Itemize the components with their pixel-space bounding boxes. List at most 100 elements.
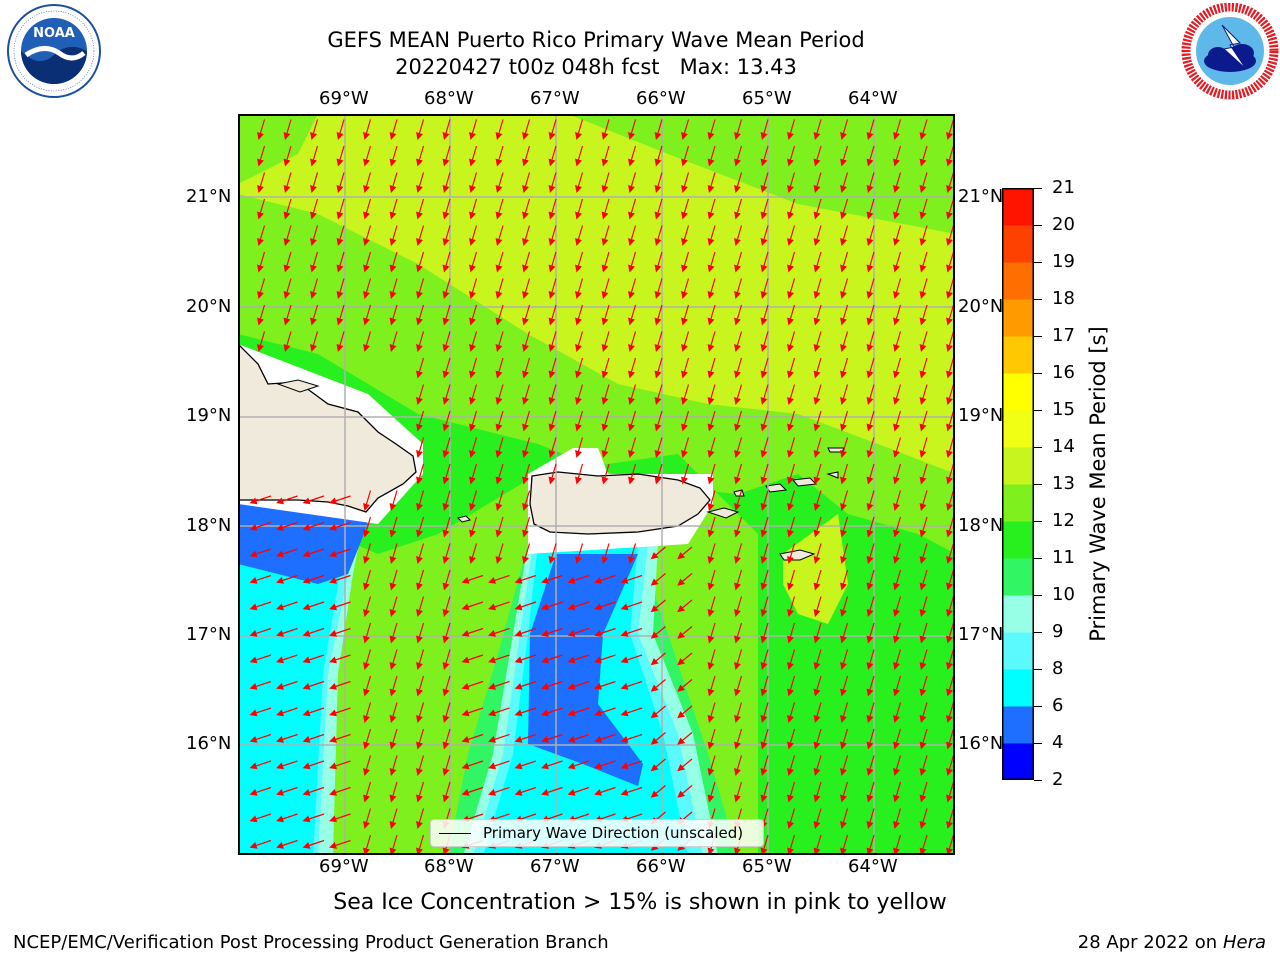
wave-arrow — [707, 622, 716, 644]
wave-arrow — [893, 702, 902, 723]
colorbar-tick-label: 17 — [1052, 325, 1075, 346]
wave-arrow — [760, 728, 769, 750]
wave-arrow — [840, 702, 849, 723]
wave-arrow — [495, 119, 504, 140]
colorbar-swatch — [1002, 447, 1034, 485]
wave-arrow — [628, 119, 637, 140]
wave-arrow — [548, 463, 557, 485]
wave-arrow — [681, 172, 690, 193]
wave-arrow — [787, 357, 796, 379]
wave-arrow — [442, 463, 451, 485]
sea-ice-caption: Sea Ice Concentration > 15% is shown in … — [333, 890, 947, 915]
wave-arrow — [734, 410, 743, 432]
colorbar-tick-label: 15 — [1052, 399, 1075, 420]
colorbar-tick-label: 9 — [1052, 621, 1064, 642]
wave-arrow — [442, 702, 451, 723]
wave-arrow — [514, 654, 537, 664]
wave-arrow — [919, 569, 928, 591]
wave-arrow — [601, 463, 610, 485]
wave-arrow — [257, 331, 266, 352]
wave-arrow — [416, 198, 425, 220]
colorbar-swatch — [1002, 262, 1034, 300]
wave-arrow — [594, 601, 616, 611]
wave-arrow — [734, 728, 743, 750]
wave-arrow — [276, 760, 298, 770]
wave-arrow — [469, 304, 478, 326]
wave-arrow — [257, 304, 266, 326]
wave-arrow — [840, 410, 849, 432]
wave-arrow — [302, 548, 325, 558]
wave-arrow — [893, 331, 902, 352]
wave-arrow — [813, 596, 822, 617]
wave-arrow — [707, 304, 716, 326]
wave-arrow — [514, 760, 537, 770]
wave-arrow — [840, 304, 849, 326]
wave-arrow — [283, 225, 292, 246]
wave-arrow — [840, 781, 849, 803]
wave-arrow — [893, 808, 902, 829]
wave-arrow — [329, 813, 351, 823]
wave-arrow — [677, 573, 693, 586]
wave-arrow — [893, 781, 902, 803]
wave-arrow — [813, 384, 822, 405]
wave-arrow — [840, 145, 849, 167]
wave-arrow — [840, 278, 849, 299]
footer-machine: Hera — [1222, 932, 1266, 953]
lon-label: 68°W — [424, 856, 474, 877]
wave-arrow — [336, 198, 345, 220]
wave-arrow — [495, 410, 504, 432]
wave-arrow — [620, 760, 643, 770]
wave-arrow — [522, 251, 531, 273]
wave-arrow — [416, 543, 425, 564]
wave-arrow — [442, 622, 451, 644]
wave-arrow — [548, 198, 557, 220]
wave-arrow — [866, 728, 875, 750]
wave-arrow — [946, 225, 954, 246]
wave-arrow — [866, 543, 875, 564]
wave-arrow — [919, 198, 928, 220]
colorbar-swatch — [1002, 743, 1034, 781]
lon-label: 69°W — [319, 856, 369, 877]
wave-arrow — [495, 198, 504, 220]
wave-arrow — [628, 198, 637, 220]
wave-arrow — [495, 145, 504, 167]
wave-arrow — [514, 680, 537, 690]
wave-arrow — [620, 733, 643, 743]
colorbar-tick-mark — [1034, 261, 1042, 263]
wave-arrow — [276, 786, 298, 796]
wave-arrow — [620, 574, 643, 584]
wave-arrow — [548, 119, 557, 140]
wave-arrow — [442, 649, 451, 670]
wave-arrow — [946, 490, 954, 511]
wave-arrow — [919, 543, 928, 564]
wave-arrow — [734, 596, 743, 617]
wave-arrow — [681, 304, 690, 326]
wave-arrow — [760, 410, 769, 432]
wave-arrow — [946, 596, 954, 617]
wave-arrow — [329, 733, 351, 743]
wave-arrow — [628, 437, 637, 458]
wave-arrow — [707, 251, 716, 273]
wave-arrow — [442, 172, 451, 193]
wave-arrow — [461, 680, 484, 690]
wave-arrow — [416, 702, 425, 723]
colorbar-swatch — [1002, 558, 1034, 596]
wave-arrow — [310, 198, 319, 220]
wave-arrow — [866, 702, 875, 723]
wave-arrow — [946, 702, 954, 723]
colorbar-tick-mark — [1034, 335, 1042, 337]
wave-arrow — [416, 516, 425, 538]
wave-arrow — [416, 490, 425, 511]
wave-arrow — [734, 781, 743, 803]
wave-arrow — [416, 225, 425, 246]
wave-arrow — [514, 601, 537, 611]
wave-arrow — [628, 145, 637, 167]
wave-arrow — [336, 304, 345, 326]
wave-arrow — [919, 145, 928, 167]
colorbar-tick-label: 8 — [1052, 658, 1064, 679]
wave-arrow — [893, 649, 902, 670]
wave-arrow — [866, 304, 875, 326]
wave-arrow — [310, 251, 319, 273]
wave-arrow — [575, 278, 584, 299]
wave-arrow — [787, 755, 796, 776]
